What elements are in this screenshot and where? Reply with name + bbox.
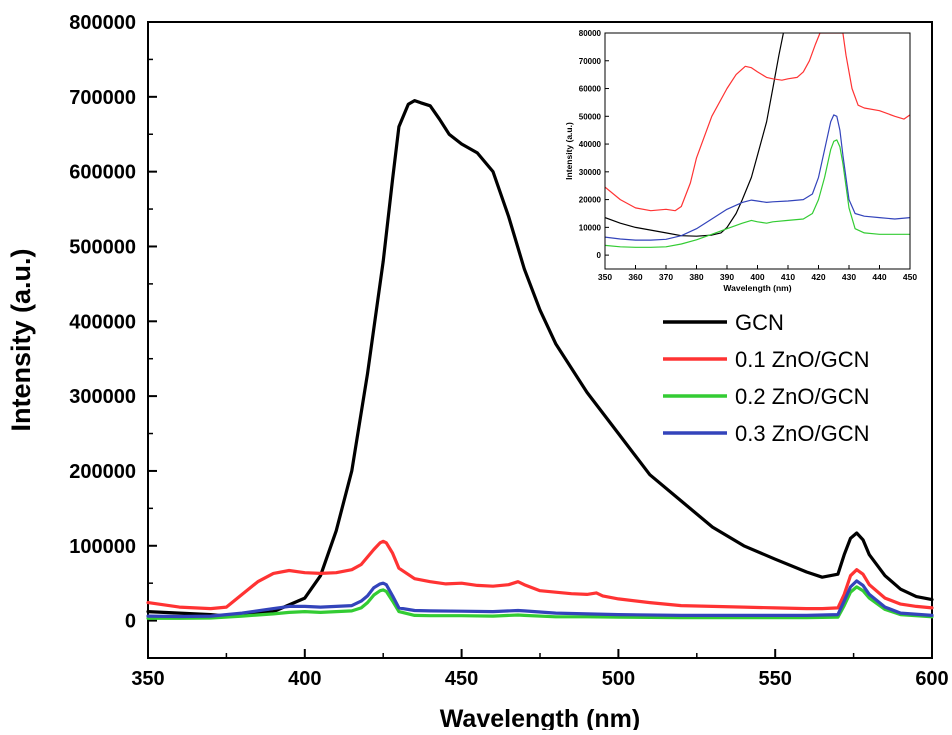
main-y-tick-label: 700000 bbox=[69, 87, 136, 109]
main-axis-ticks: 350 400 450 500 550 6000100000200000300000400… bbox=[69, 12, 948, 690]
main-y-tick-label: 300000 bbox=[69, 386, 136, 408]
main-x-tick-label: 400 bbox=[288, 668, 321, 690]
inset-y-tick-label: 50000 bbox=[579, 112, 602, 121]
main-series-line-0-1-zno-gcn bbox=[146, 539, 934, 611]
main-y-tick-label: 500000 bbox=[69, 236, 136, 258]
legend-label-0-1-zno-gcn: 0.1 ZnO/GCN bbox=[735, 347, 869, 372]
inset-y-tick-label: 20000 bbox=[579, 196, 602, 205]
inset-x-tick-label: 450 bbox=[903, 272, 917, 282]
inset-background bbox=[605, 33, 910, 269]
inset-chart: 350 360 370 380 390 400 410 420 430 440 450 0 10000 2… bbox=[564, 29, 917, 293]
inset-x-tick-label: 430 bbox=[842, 272, 856, 282]
main-chart: 350 400 450 500 550 6000100000200000300000400… bbox=[6, 12, 949, 733]
inset-series-lines bbox=[605, 33, 910, 248]
main-x-tick-label: 500 bbox=[602, 668, 635, 690]
inset-x-tick-label: 390 bbox=[720, 272, 734, 282]
inset-x-tick-label: 420 bbox=[811, 272, 825, 282]
inset-x-tick-label: 380 bbox=[689, 272, 703, 282]
main-y-tick-label: 0 bbox=[125, 611, 136, 633]
inset-y-tick-label: 30000 bbox=[579, 168, 602, 177]
legend-label-0-2-zno-gcn: 0.2 ZnO/GCN bbox=[735, 384, 869, 409]
legend-label-gcn: GCN bbox=[735, 310, 784, 335]
inset-axis-ticks: 350 360 370 380 390 400 410 420 430 440 450 0 10000 2… bbox=[579, 29, 918, 282]
inset-series-line-0-3-zno-gcn bbox=[605, 114, 910, 241]
inset-y-tick-label: 80000 bbox=[579, 29, 602, 38]
inset-series-line-0-2-zno-gcn bbox=[605, 139, 910, 248]
main-x-tick-label: 350 bbox=[131, 668, 164, 690]
inset-plot-frame bbox=[604, 32, 911, 270]
inset-x-tick-label: 350 bbox=[598, 272, 612, 282]
inset-x-tick-label: 440 bbox=[872, 272, 886, 282]
legend: GCN 0.1 ZnO/GCN 0.2 ZnO/GCN 0.3 ZnO/GCN bbox=[663, 310, 869, 446]
inset-x-axis-title: Wavelength (nm) bbox=[723, 283, 791, 293]
legend-label-0-3-zno-gcn: 0.3 ZnO/GCN bbox=[735, 421, 869, 446]
main-x-axis-title: Wavelength (nm) bbox=[440, 705, 640, 730]
main-series-line-gcn bbox=[146, 98, 934, 618]
main-y-tick-label: 800000 bbox=[69, 12, 136, 34]
inset-y-axis-title: Intensity (a.u.) bbox=[564, 122, 574, 180]
main-series-line-0-2-zno-gcn bbox=[146, 585, 934, 620]
inset-y-tick-label: 10000 bbox=[579, 223, 602, 232]
main-y-tick-label: 100000 bbox=[69, 536, 136, 558]
main-x-tick-label: 450 bbox=[445, 668, 478, 690]
inset-x-tick-label: 410 bbox=[781, 272, 795, 282]
main-x-tick-label: 550 bbox=[759, 668, 792, 690]
main-y-tick-label: 200000 bbox=[69, 461, 136, 483]
main-y-axis-title: Intensity (a.u.) bbox=[6, 248, 36, 431]
main-y-tick-label: 400000 bbox=[69, 311, 136, 333]
inset-series-line-0-1-zno-gcn bbox=[605, 33, 910, 212]
inset-y-tick-label: 70000 bbox=[579, 57, 602, 66]
inset-y-tick-label: 60000 bbox=[579, 85, 602, 94]
main-series-lines bbox=[146, 98, 934, 620]
inset-x-tick-label: 400 bbox=[750, 272, 764, 282]
inset-x-tick-label: 370 bbox=[659, 272, 673, 282]
inset-y-tick-label: 40000 bbox=[579, 140, 602, 149]
inset-y-tick-label: 0 bbox=[597, 251, 602, 260]
main-series-line-0-3-zno-gcn bbox=[146, 579, 934, 619]
main-x-tick-label: 600 bbox=[915, 668, 948, 690]
main-y-tick-label: 600000 bbox=[69, 162, 136, 184]
inset-x-tick-label: 360 bbox=[628, 272, 642, 282]
